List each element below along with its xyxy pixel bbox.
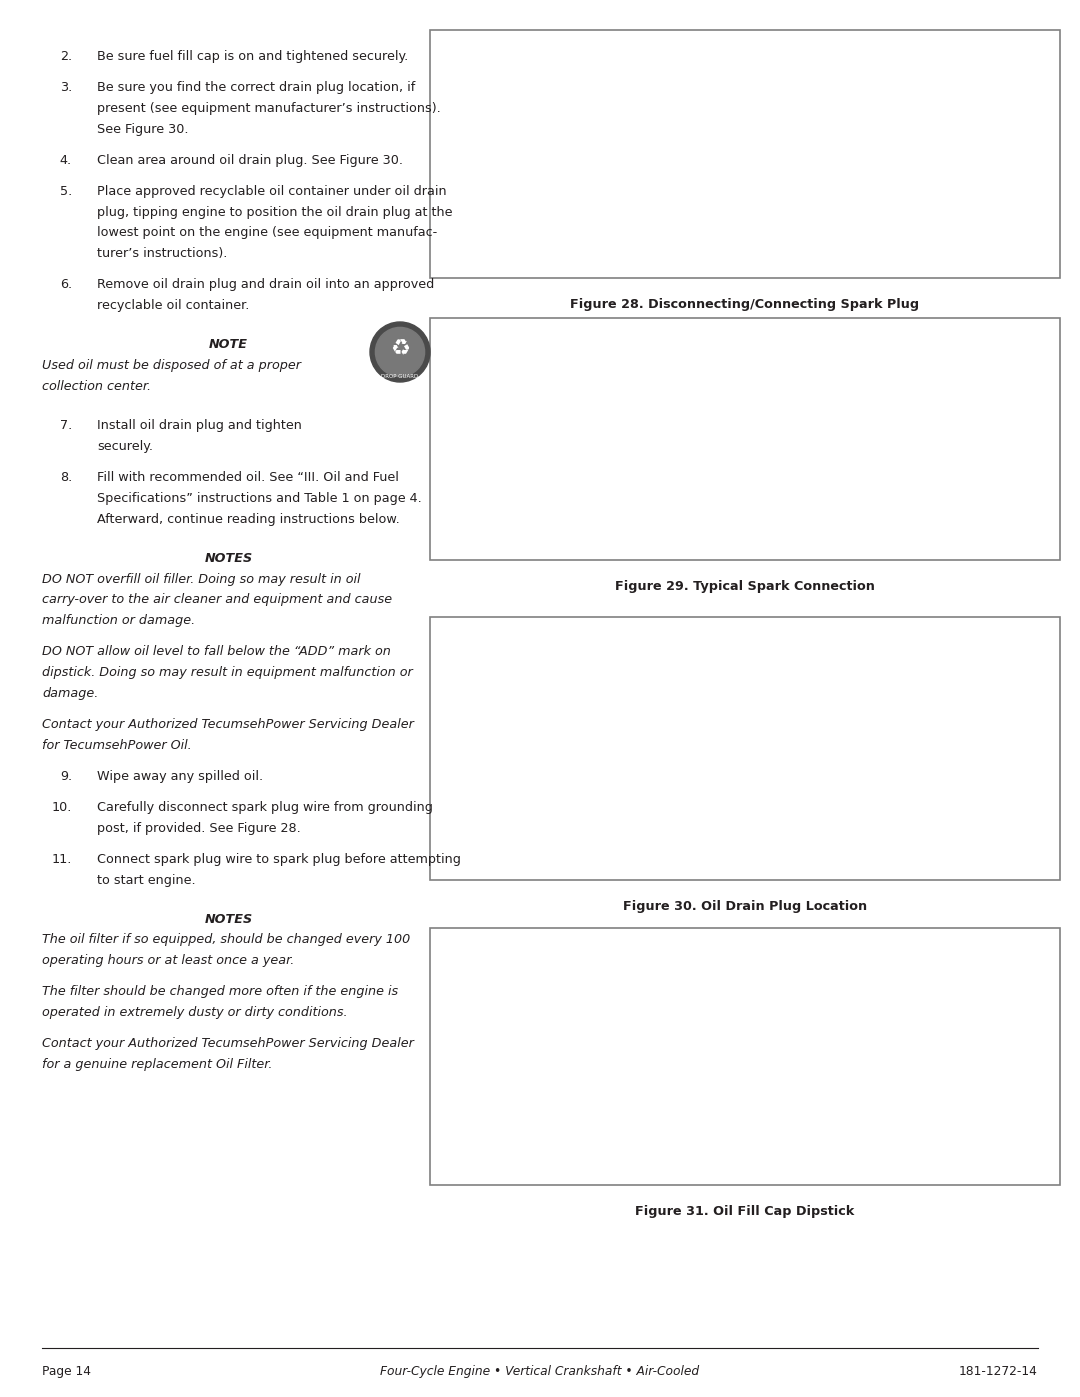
Text: 5.: 5. — [59, 184, 72, 197]
Text: 181-1272-14: 181-1272-14 — [959, 1365, 1038, 1377]
Text: 9.: 9. — [59, 770, 72, 782]
Text: Four-Cycle Engine • Vertical Crankshaft • Air-Cooled: Four-Cycle Engine • Vertical Crankshaft … — [380, 1365, 700, 1377]
Text: for a genuine replacement Oil Filter.: for a genuine replacement Oil Filter. — [42, 1058, 272, 1071]
Text: post, if provided. See Figure 28.: post, if provided. See Figure 28. — [97, 821, 300, 835]
Circle shape — [376, 327, 424, 377]
Text: securely.: securely. — [97, 440, 153, 453]
Text: 10.: 10. — [52, 800, 72, 814]
Text: Specifications” instructions and Table 1 on page 4.: Specifications” instructions and Table 1… — [97, 492, 422, 504]
Text: Page 14: Page 14 — [42, 1365, 91, 1377]
Text: malfunction or damage.: malfunction or damage. — [42, 615, 195, 627]
Text: 11.: 11. — [52, 852, 72, 866]
Text: Figure 30. Oil Drain Plug Location: Figure 30. Oil Drain Plug Location — [623, 900, 867, 914]
Text: carry-over to the air cleaner and equipment and cause: carry-over to the air cleaner and equipm… — [42, 594, 392, 606]
Text: Fill with recommended oil. See “III. Oil and Fuel: Fill with recommended oil. See “III. Oil… — [97, 471, 399, 483]
Bar — [430, 29, 1059, 278]
Text: NOTES: NOTES — [204, 552, 253, 564]
Text: Place approved recyclable oil container under oil drain: Place approved recyclable oil container … — [97, 184, 447, 197]
Text: DO NOT allow oil level to fall below the “ADD” mark on: DO NOT allow oil level to fall below the… — [42, 645, 391, 658]
Text: operated in extremely dusty or dirty conditions.: operated in extremely dusty or dirty con… — [42, 1006, 348, 1020]
Text: Carefully disconnect spark plug wire from grounding: Carefully disconnect spark plug wire fro… — [97, 800, 433, 814]
Text: Figure 28. Disconnecting/Connecting Spark Plug: Figure 28. Disconnecting/Connecting Spar… — [570, 298, 919, 312]
Text: lowest point on the engine (see equipment manufac-: lowest point on the engine (see equipmen… — [97, 226, 437, 239]
Bar — [430, 617, 1059, 880]
Text: Be sure fuel fill cap is on and tightened securely.: Be sure fuel fill cap is on and tightene… — [97, 50, 408, 63]
Text: Remove oil drain plug and drain oil into an approved: Remove oil drain plug and drain oil into… — [97, 278, 434, 292]
Text: 8.: 8. — [59, 471, 72, 483]
Text: Contact your Authorized TecumsehPower Servicing Dealer: Contact your Authorized TecumsehPower Se… — [42, 1037, 414, 1051]
Text: recyclable oil container.: recyclable oil container. — [97, 299, 249, 313]
Text: The oil filter if so equipped, should be changed every 100: The oil filter if so equipped, should be… — [42, 933, 410, 946]
Text: operating hours or at least once a year.: operating hours or at least once a year. — [42, 954, 294, 967]
Text: See Figure 30.: See Figure 30. — [97, 123, 189, 136]
Text: Install oil drain plug and tighten: Install oil drain plug and tighten — [97, 419, 302, 432]
Circle shape — [370, 321, 430, 381]
Text: Figure 29. Typical Spark Connection: Figure 29. Typical Spark Connection — [616, 580, 875, 592]
Text: damage.: damage. — [42, 687, 98, 700]
Text: for TecumsehPower Oil.: for TecumsehPower Oil. — [42, 739, 191, 752]
Bar — [430, 319, 1059, 560]
Text: 4.: 4. — [59, 154, 72, 166]
Text: plug, tipping engine to position the oil drain plug at the: plug, tipping engine to position the oil… — [97, 205, 453, 218]
Text: Connect spark plug wire to spark plug before attempting: Connect spark plug wire to spark plug be… — [97, 852, 461, 866]
Text: to start engine.: to start engine. — [97, 873, 195, 887]
Text: turer’s instructions).: turer’s instructions). — [97, 247, 228, 260]
Text: 7.: 7. — [59, 419, 72, 432]
Text: DO NOT overfill oil filler. Doing so may result in oil: DO NOT overfill oil filler. Doing so may… — [42, 573, 361, 585]
Text: Contact your Authorized TecumsehPower Servicing Dealer: Contact your Authorized TecumsehPower Se… — [42, 718, 414, 731]
Text: NOTES: NOTES — [204, 912, 253, 926]
Text: Be sure you find the correct drain plug location, if: Be sure you find the correct drain plug … — [97, 81, 415, 94]
Bar — [430, 928, 1059, 1185]
Text: DROP GUARD: DROP GUARD — [381, 373, 419, 379]
Text: The filter should be changed more often if the engine is: The filter should be changed more often … — [42, 985, 399, 999]
Text: 2.: 2. — [59, 50, 72, 63]
Text: dipstick. Doing so may result in equipment malfunction or: dipstick. Doing so may result in equipme… — [42, 666, 413, 679]
Text: NOTE: NOTE — [210, 338, 248, 351]
Text: Figure 31. Oil Fill Cap Dipstick: Figure 31. Oil Fill Cap Dipstick — [635, 1206, 854, 1218]
Text: 3.: 3. — [59, 81, 72, 94]
Text: 6.: 6. — [59, 278, 72, 292]
Text: Afterward, continue reading instructions below.: Afterward, continue reading instructions… — [97, 513, 400, 525]
Text: present (see equipment manufacturer’s instructions).: present (see equipment manufacturer’s in… — [97, 102, 441, 115]
Text: Wipe away any spilled oil.: Wipe away any spilled oil. — [97, 770, 264, 782]
Text: ♻: ♻ — [390, 339, 410, 359]
Text: Used oil must be disposed of at a proper: Used oil must be disposed of at a proper — [42, 359, 301, 372]
Text: collection center.: collection center. — [42, 380, 151, 393]
Text: Clean area around oil drain plug. See Figure 30.: Clean area around oil drain plug. See Fi… — [97, 154, 403, 166]
